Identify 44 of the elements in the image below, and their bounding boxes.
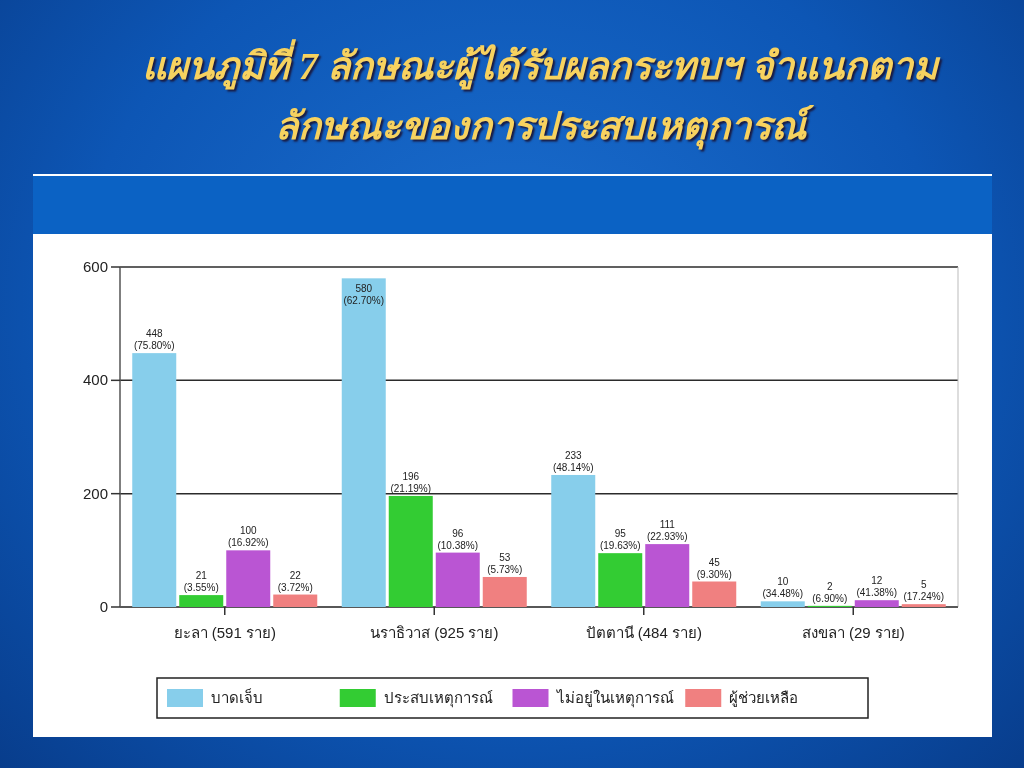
x-tick-label: ยะลา (591 ราย) [173, 624, 276, 641]
data-label: 100(16.92%) [227, 525, 269, 549]
legend-label: บาดเจ็บ [211, 688, 263, 706]
bar [598, 553, 643, 607]
legend-label: ไม่อยู่ในเหตุการณ์ [555, 689, 674, 708]
data-label: 53(5.73%) [487, 551, 523, 575]
data-label: 12(41.38%) [856, 575, 898, 599]
y-tick-label: 200 [82, 484, 108, 502]
data-label: 111(22.93%) [646, 519, 688, 543]
bar [692, 581, 737, 607]
bar [341, 278, 386, 607]
bar [226, 550, 271, 607]
data-label: 448(75.80%) [133, 328, 175, 352]
bar [901, 604, 946, 607]
bar [273, 594, 318, 607]
legend-label: ประสบเหตุการณ์ [383, 689, 493, 708]
data-label: 196(21.19%) [390, 470, 432, 494]
data-label: 95(19.63%) [599, 528, 641, 552]
data-label: 233(48.14%) [552, 449, 594, 473]
bar [132, 353, 177, 607]
x-tick-label: นราธิวาส (925 ราย) [370, 624, 499, 641]
data-label: 2(6.90%) [812, 580, 848, 604]
data-label: 45(9.30%) [696, 556, 732, 580]
bar [435, 552, 480, 607]
bar [760, 601, 805, 607]
chart-title: แผนภูมิที่ 7 ลักษณะผู้ได้รับผลกระทบฯ จำแนกตาม ลักษณะของการประสบเหตุการณ์ [141, 38, 942, 152]
y-tick-label: 400 [82, 371, 108, 389]
x-tick-label: สงขลา (29 ราย) [801, 624, 905, 641]
bar [854, 600, 899, 607]
bar [179, 595, 224, 607]
data-label: 22(3.72%) [277, 569, 313, 593]
y-tick-label: 600 [82, 258, 108, 275]
bar [551, 474, 596, 607]
data-label: 5(17.24%) [903, 579, 945, 603]
data-label: 21(3.55%) [183, 570, 219, 594]
bar [482, 576, 527, 607]
data-label: 96(10.38%) [437, 527, 479, 551]
bar [645, 544, 690, 607]
data-label: 580(62.70%) [343, 283, 385, 307]
y-tick-label: 0 [99, 598, 108, 615]
x-tick-label: ปัตตานี (484 ราย) [585, 624, 702, 641]
legend-label: ผู้ช่วยเหลือ [729, 689, 799, 707]
data-label: 10(34.48%) [762, 576, 804, 600]
bar [388, 495, 433, 607]
